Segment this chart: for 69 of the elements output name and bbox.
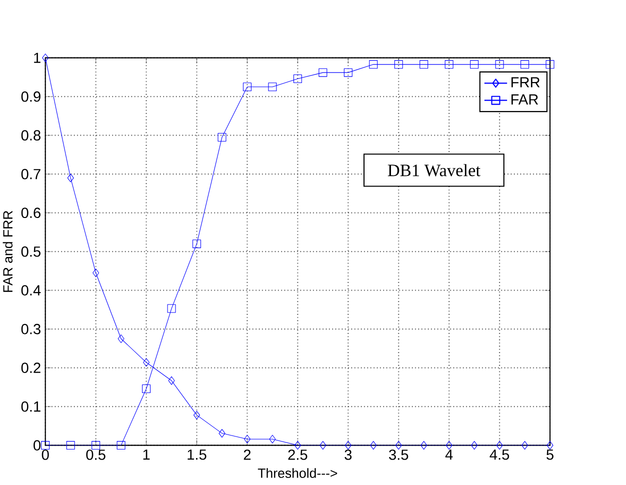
- point: [446, 441, 452, 450]
- point: [218, 429, 226, 438]
- y-tick-label: 0.8: [21, 130, 40, 141]
- point: [293, 74, 302, 84]
- point: [471, 441, 478, 450]
- x-tick-label: 2.5: [288, 450, 308, 460]
- point: [92, 441, 100, 450]
- point: [444, 60, 454, 69]
- point: [420, 60, 428, 69]
- point: [92, 268, 100, 278]
- y-tick-label: 0.3: [21, 324, 40, 334]
- x-tick-label: 5: [546, 450, 554, 460]
- point: [194, 410, 200, 420]
- point: [168, 376, 175, 385]
- y-tick-label: 0.4: [21, 285, 41, 296]
- point: [369, 60, 378, 69]
- y-axis-title: FAR and FRR: [2, 210, 13, 292]
- point: [546, 441, 554, 450]
- point: [242, 82, 252, 92]
- x-tick-label: 2: [244, 450, 251, 460]
- x-tick-label: 3: [344, 450, 352, 460]
- point: [269, 434, 276, 444]
- point: [218, 133, 226, 142]
- point: [394, 60, 403, 69]
- point: [320, 441, 326, 450]
- y-tick-label: 1: [34, 52, 40, 63]
- point: [118, 334, 124, 344]
- legend-label: FRR: [511, 77, 540, 88]
- point: [495, 60, 504, 69]
- legend-label: FAR: [511, 94, 538, 104]
- point: [167, 304, 176, 313]
- point: [192, 240, 202, 248]
- x-tick-label: 4.5: [490, 450, 510, 460]
- point: [116, 441, 126, 450]
- annotation: DB1 Wavelet: [388, 164, 480, 176]
- x-tick-label: 1.5: [188, 450, 206, 460]
- x-tick-label: 1: [143, 450, 150, 460]
- point: [41, 441, 50, 450]
- y-tick-label: 0.1: [21, 401, 40, 412]
- point: [143, 358, 150, 367]
- y-tick-label: 0.9: [21, 91, 40, 102]
- point: [522, 441, 528, 450]
- point: [268, 82, 277, 92]
- point: [42, 54, 49, 62]
- y-tick-label: 0.7: [21, 168, 40, 180]
- y-tick-label: 0.5: [21, 246, 40, 257]
- point: [142, 384, 151, 393]
- y-tick-label: 0: [34, 440, 41, 450]
- x-tick-label: 3.5: [389, 450, 408, 460]
- x-tick-label: 4: [445, 450, 453, 460]
- point: [66, 441, 75, 450]
- x-axis-title: Threshold--->: [258, 468, 338, 478]
- point: [496, 441, 503, 450]
- x-tick-label: 0: [42, 450, 49, 460]
- point: [344, 441, 352, 450]
- point: [344, 68, 352, 77]
- point: [395, 441, 402, 450]
- point: [370, 441, 377, 450]
- point: [470, 60, 479, 69]
- point: [318, 68, 328, 77]
- point: [546, 60, 554, 69]
- x-tick-label: 0.5: [86, 450, 106, 460]
- point: [67, 174, 74, 182]
- point: [244, 434, 250, 444]
- point: [520, 60, 530, 69]
- point: [294, 441, 301, 450]
- y-tick-label: 0.2: [21, 362, 40, 373]
- y-tick-label: 0.6: [21, 208, 40, 218]
- point: [420, 441, 428, 450]
